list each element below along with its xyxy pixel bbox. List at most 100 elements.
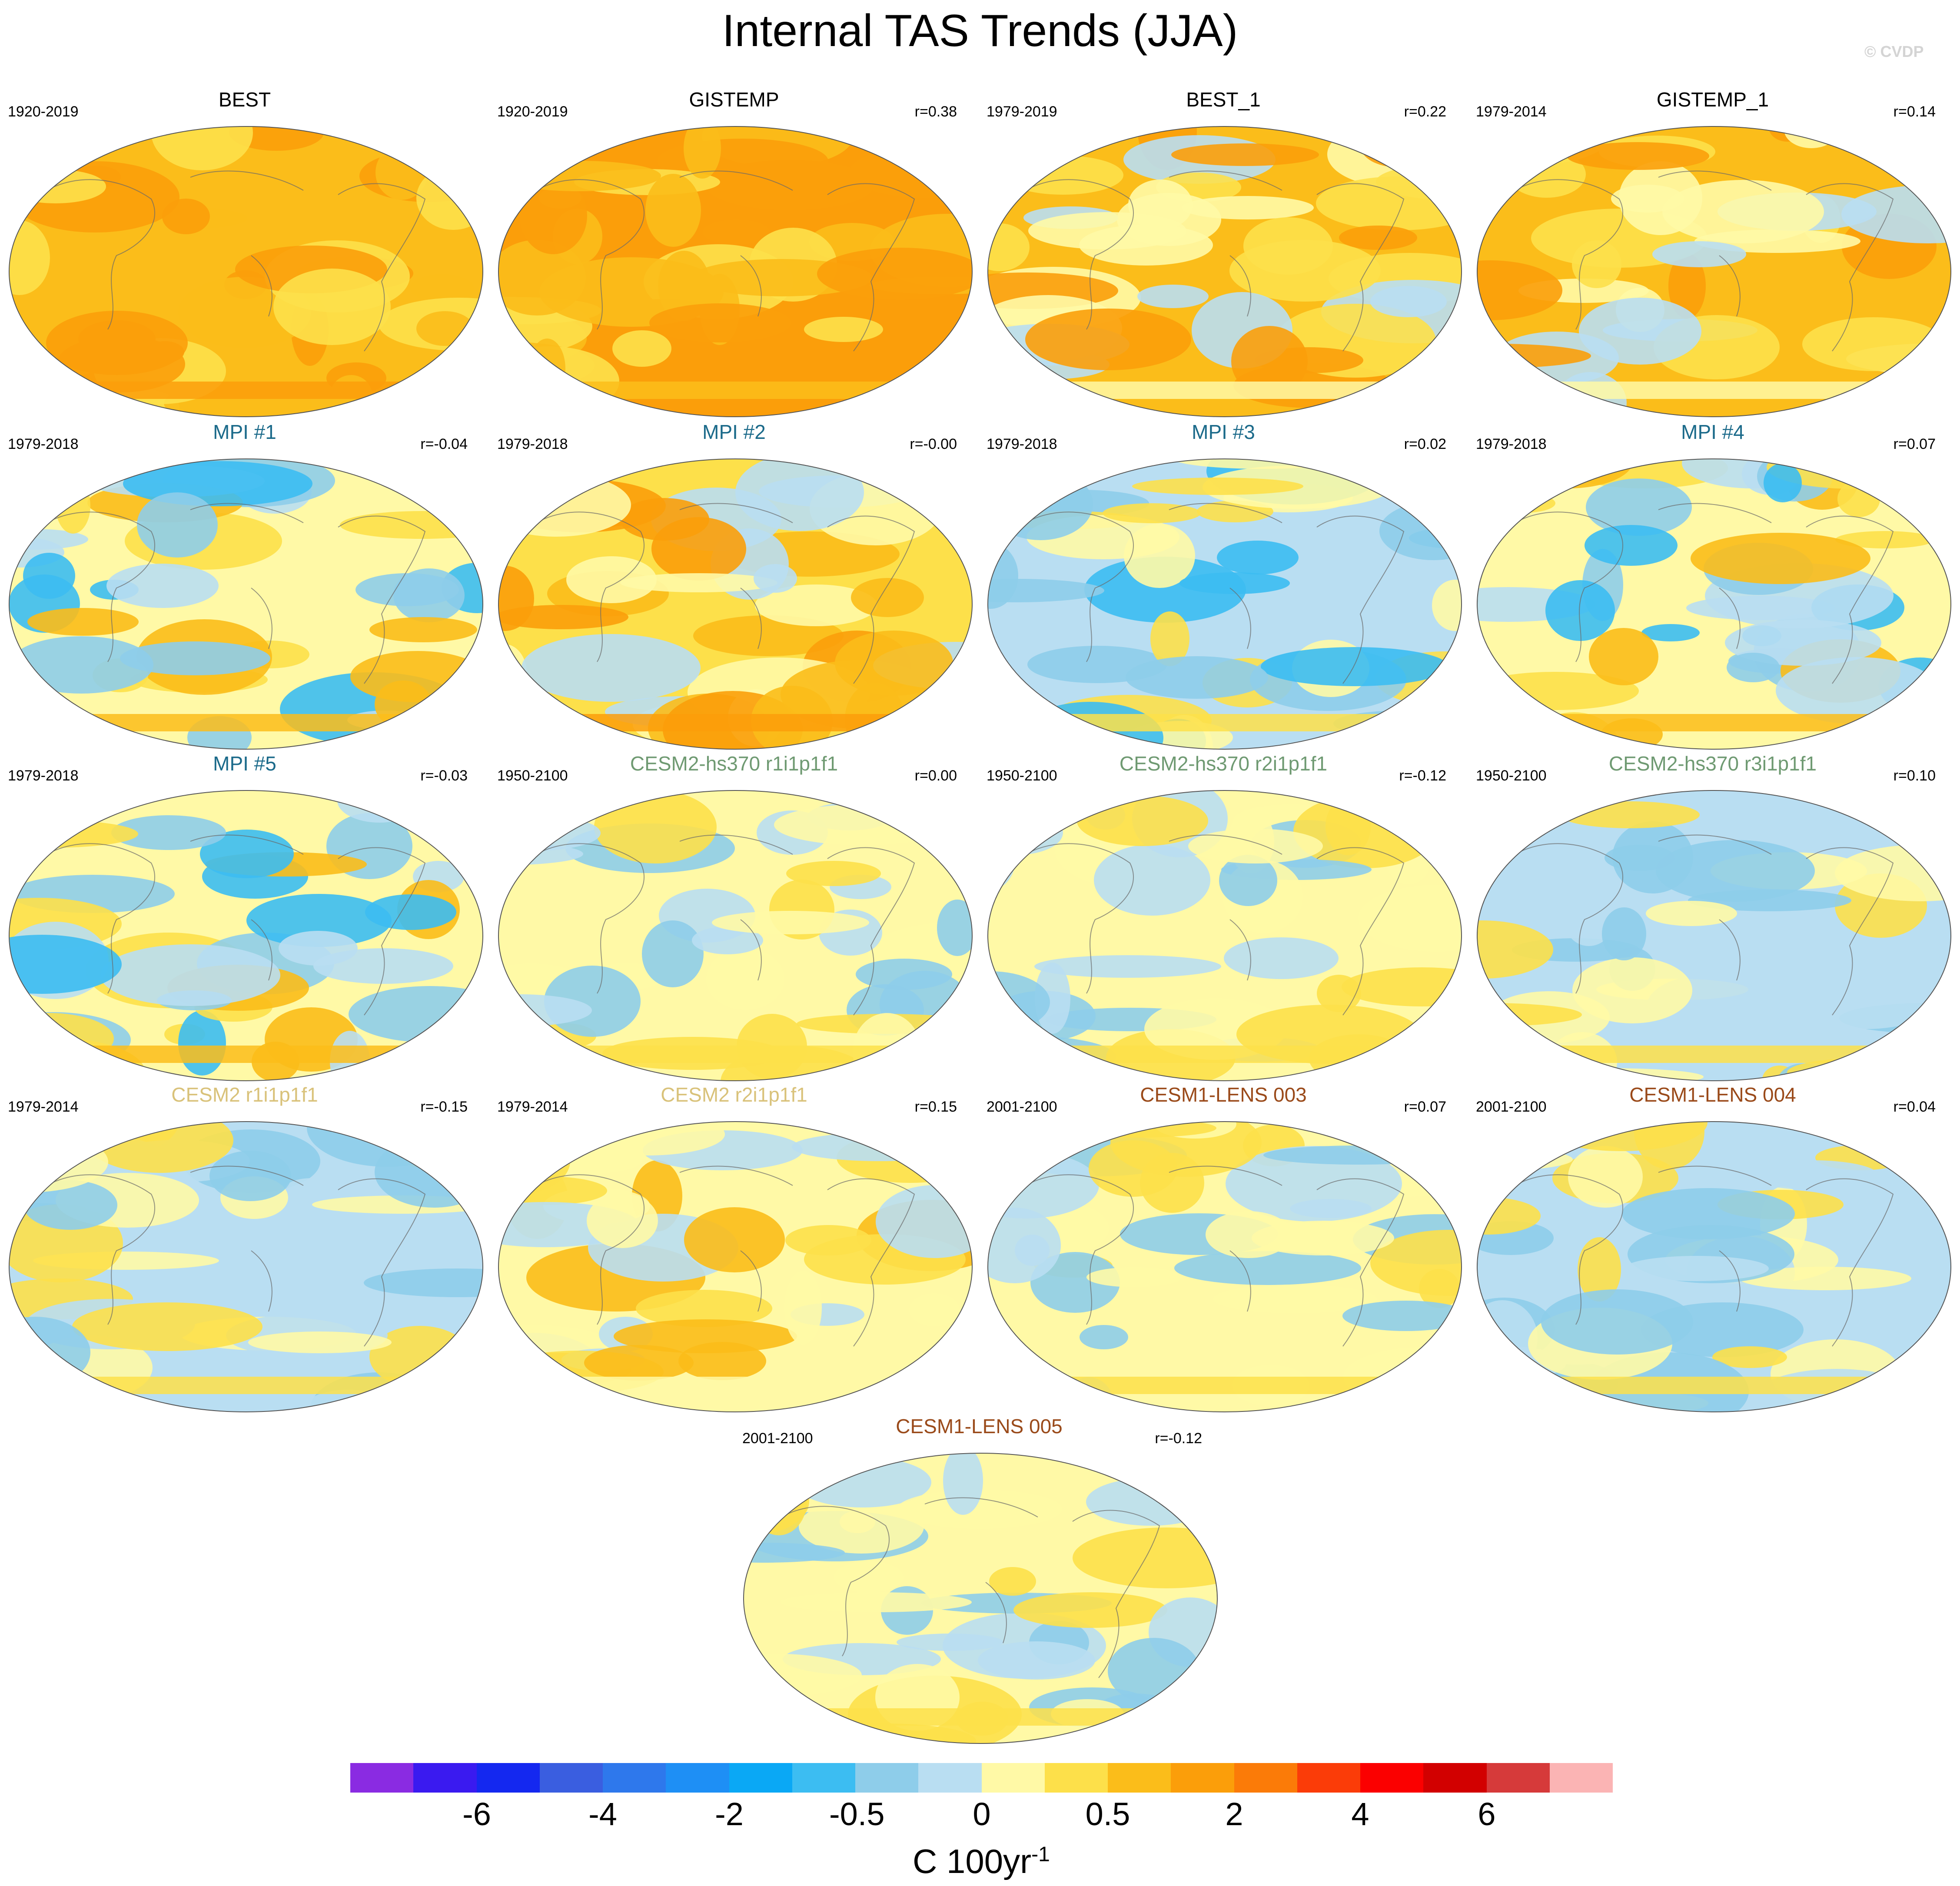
colorbar-swatch: [666, 1763, 729, 1793]
colorbar-swatch: [350, 1763, 414, 1793]
panel-correlation: r=0.02: [1404, 436, 1446, 452]
panel-correlation: r=0.38: [914, 103, 957, 120]
panel-correlation: r=0.10: [1893, 767, 1936, 784]
coastline: [536, 1165, 915, 1347]
coastline: [536, 170, 915, 352]
panel-correlation: r=0.04: [1893, 1099, 1936, 1115]
panel-title: CESM2-hs370 r3i1p1f1: [1608, 752, 1817, 775]
panel-title: MPI #2: [702, 421, 766, 443]
panel-correlation: r=0.00: [914, 767, 957, 784]
trend-map: [1477, 790, 1951, 1081]
map-panel: GISTEMP_1 1979-2014 r=0.14: [1468, 87, 1957, 419]
colorbar-swatch: [792, 1763, 855, 1793]
map-panel: BEST_1 1979-2019 r=0.22: [979, 87, 1468, 419]
coastline: [1025, 1165, 1405, 1347]
colorbar-tick-label: -4: [588, 1796, 617, 1832]
panel-title: MPI #5: [213, 752, 276, 775]
colorbar-swatch: [1171, 1763, 1234, 1793]
trend-map: [1477, 458, 1951, 750]
map-outline: [1477, 126, 1951, 417]
coastline: [536, 503, 915, 684]
colorbar-tick-label: 2: [1225, 1796, 1243, 1832]
panel-title: CESM2-hs370 r1i1p1f1: [630, 752, 838, 775]
map-outline: [987, 1121, 1462, 1412]
panel-period: 1920-2019: [497, 103, 568, 120]
colorbar-tick-label: 0.5: [1085, 1796, 1130, 1832]
colorbar-tick-label: -0.5: [829, 1796, 885, 1832]
colorbar-swatch: [476, 1763, 540, 1793]
colorbar-swatch: [981, 1763, 1045, 1793]
panel-title: CESM2 r1i1p1f1: [171, 1083, 318, 1106]
panel-period: 1979-2018: [8, 767, 79, 784]
colorbar: [350, 1763, 1613, 1793]
coastline: [47, 170, 426, 352]
trend-map: [9, 126, 483, 417]
map-panel: CESM1-LENS 003 2001-2100 r=0.07: [979, 1082, 1468, 1414]
panel-title: MPI #1: [213, 421, 276, 443]
map-outline: [498, 1121, 973, 1412]
map-panel: CESM2-hs370 r1i1p1f1 1950-2100 r=0.00: [489, 751, 979, 1083]
panel-correlation: r=0.14: [1893, 103, 1936, 120]
map-outline: [987, 790, 1462, 1081]
colorbar-units-exponent: -1: [1031, 1843, 1050, 1866]
map-outline: [9, 458, 483, 750]
panel-period: 1950-2100: [987, 767, 1057, 784]
panel-correlation: r=0.07: [1404, 1099, 1446, 1115]
colorbar-swatch: [539, 1763, 603, 1793]
panel-correlation: r=-0.15: [420, 1099, 468, 1115]
coastline: [47, 503, 426, 684]
map-outline: [1477, 790, 1951, 1081]
trend-map: [498, 790, 973, 1081]
colorbar-units: C 100yr-1: [913, 1833, 1050, 1883]
panel-correlation: r=0.22: [1404, 103, 1446, 120]
map-panel: MPI #2 1979-2018 r=-0.00: [489, 419, 979, 752]
map-outline: [498, 126, 973, 417]
map-panel: BEST 1920-2019: [0, 87, 489, 419]
trend-map: [1477, 1121, 1951, 1412]
coastline: [1025, 170, 1405, 352]
colorbar-tick-label: 0: [973, 1796, 991, 1832]
panel-period: 1979-2014: [497, 1099, 568, 1115]
map-panel: MPI #5 1979-2018 r=-0.03: [0, 751, 489, 1083]
panel-title: CESM2-hs370 r2i1p1f1: [1119, 752, 1328, 775]
coastline: [536, 834, 915, 1016]
copyright-label: © CVDP: [1864, 43, 1924, 60]
colorbar-swatch: [603, 1763, 666, 1793]
panel-period: 2001-2100: [1476, 1099, 1547, 1115]
map-panel: CESM2 r1i1p1f1 1979-2014 r=-0.15: [0, 1082, 489, 1414]
map-outline: [9, 790, 483, 1081]
trend-map: [743, 1453, 1218, 1744]
panel-period: 1979-2018: [1476, 436, 1547, 452]
coastline: [1025, 834, 1405, 1016]
coastline: [781, 1497, 1160, 1678]
panel-correlation: r=-0.04: [420, 436, 468, 452]
map-panel: GISTEMP 1920-2019 r=0.38: [489, 87, 979, 419]
panel-period: 1979-2014: [8, 1099, 79, 1115]
panel-title: CESM2 r2i1p1f1: [661, 1083, 807, 1106]
panel-title: CESM1-LENS 005: [896, 1415, 1063, 1438]
panel-correlation: r=-0.12: [1399, 767, 1446, 784]
panel-correlation: r=0.07: [1893, 436, 1936, 452]
map-panel: MPI #3 1979-2018 r=0.02: [979, 419, 1468, 752]
panel-period: 2001-2100: [987, 1099, 1057, 1115]
trend-map: [9, 458, 483, 750]
panel-title: CESM1-LENS 004: [1629, 1083, 1796, 1106]
panel-title: MPI #4: [1681, 421, 1744, 443]
map-panel: MPI #4 1979-2018 r=0.07: [1468, 419, 1957, 752]
coastline: [1515, 503, 1894, 684]
map-panel: CESM1-LENS 005 2001-2100 r=-0.12: [734, 1414, 1224, 1746]
coastline: [1515, 834, 1894, 1016]
figure-title: Internal TAS Trends (JJA): [722, 6, 1238, 56]
colorbar-swatch: [1423, 1763, 1487, 1793]
colorbar-tick-label: -6: [462, 1796, 491, 1832]
panel-title: CESM1-LENS 003: [1140, 1083, 1307, 1106]
trend-map: [9, 1121, 483, 1412]
map-panel: CESM2-hs370 r3i1p1f1 1950-2100 r=0.10: [1468, 751, 1957, 1083]
colorbar-swatch: [1360, 1763, 1424, 1793]
panel-period: 1950-2100: [1476, 767, 1547, 784]
coastline: [1025, 503, 1405, 684]
coastline: [47, 834, 426, 1016]
map-panel: CESM2-hs370 r2i1p1f1 1950-2100 r=-0.12: [979, 751, 1468, 1083]
panel-period: 1979-2018: [8, 436, 79, 452]
panel-period: 2001-2100: [742, 1430, 813, 1447]
